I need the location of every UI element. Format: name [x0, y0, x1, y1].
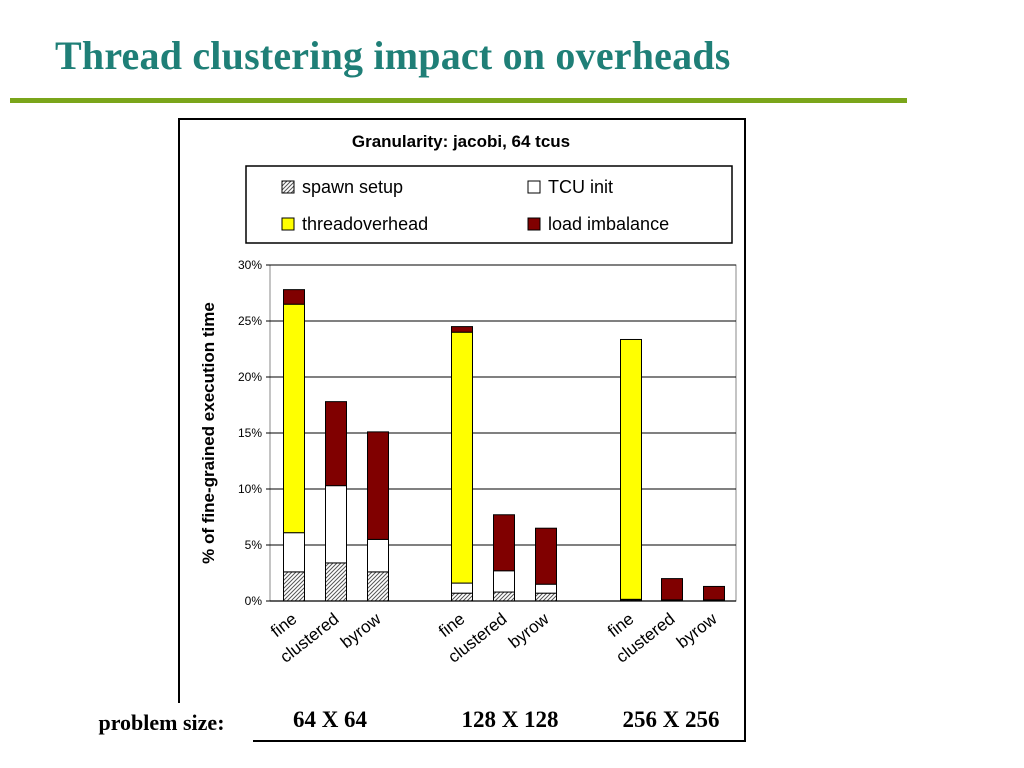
legend-label-1: TCU init [548, 177, 613, 197]
bar-load-imbalance-3 [451, 326, 473, 333]
y-tick-label: 20% [238, 370, 262, 384]
bar-spawn-setup-4 [493, 591, 515, 602]
bar-threadoverhead-3 [451, 331, 473, 584]
y-tick-label: 15% [238, 426, 262, 440]
title-rule [10, 98, 907, 103]
chart-svg: Granularity: jacobi, 64 tcus spawn setup… [199, 132, 737, 667]
problem-size-label: problem size: [70, 703, 253, 743]
bar-load-imbalance-0 [283, 289, 305, 305]
y-tick-label: 10% [238, 482, 262, 496]
y-tick-label: 25% [238, 314, 262, 328]
y-tick-label: 5% [245, 538, 263, 552]
legend-label-0: spawn setup [302, 177, 403, 197]
bar-load-imbalance-8 [703, 585, 725, 601]
bar-spawn-setup-3 [451, 592, 473, 602]
bar-load-imbalance-4 [493, 514, 515, 572]
size-label-256: 256 X 256 [622, 707, 720, 732]
y-tick-label: 30% [238, 258, 262, 272]
slide-title: Thread clustering impact on overheads [55, 33, 731, 78]
bar-TCU-init-5 [535, 583, 557, 594]
bar-TCU-init-0 [283, 532, 305, 573]
legend-swatch-2 [281, 217, 295, 231]
bar-TCU-init-3 [451, 582, 473, 594]
bar-load-imbalance-2 [367, 431, 389, 540]
bar-threadoverhead-6 [620, 338, 642, 600]
bar-load-imbalance-7 [661, 578, 683, 601]
chart-frame: Granularity: jacobi, 64 tcus spawn setup… [178, 118, 746, 742]
legend-swatch-3 [527, 217, 541, 231]
x-tick-label: byrow [337, 609, 385, 652]
bar-load-imbalance-5 [535, 527, 557, 585]
bar-TCU-init-4 [493, 570, 515, 593]
size-label-64: 64 X 64 [292, 707, 368, 732]
legend-swatch-1 [527, 180, 541, 194]
bar-threadoverhead-0 [283, 303, 305, 534]
size-label-128: 128 X 128 [461, 707, 559, 732]
chart-title: Granularity: jacobi, 64 tcus [352, 132, 570, 151]
bar-spawn-setup-2 [367, 571, 389, 602]
y-axis-title: % of fine-grained execution time [199, 302, 218, 564]
bar-TCU-init-2 [367, 538, 389, 573]
bar-spawn-setup-1 [325, 562, 347, 602]
legend-label-2: threadoverhead [302, 214, 428, 234]
y-tick-label: 0% [245, 594, 263, 608]
x-tick-label: byrow [673, 609, 721, 652]
chart-legend: spawn setup TCU init threadoverhead load im… [245, 165, 733, 244]
legend-label-3: load imbalance [548, 214, 669, 234]
x-tick-label: byrow [505, 609, 553, 652]
bar-load-imbalance-1 [325, 401, 347, 487]
bar-spawn-setup-5 [535, 592, 557, 602]
legend-swatch-0 [281, 180, 295, 194]
bar-TCU-init-1 [325, 485, 347, 564]
bar-spawn-setup-0 [283, 571, 305, 602]
